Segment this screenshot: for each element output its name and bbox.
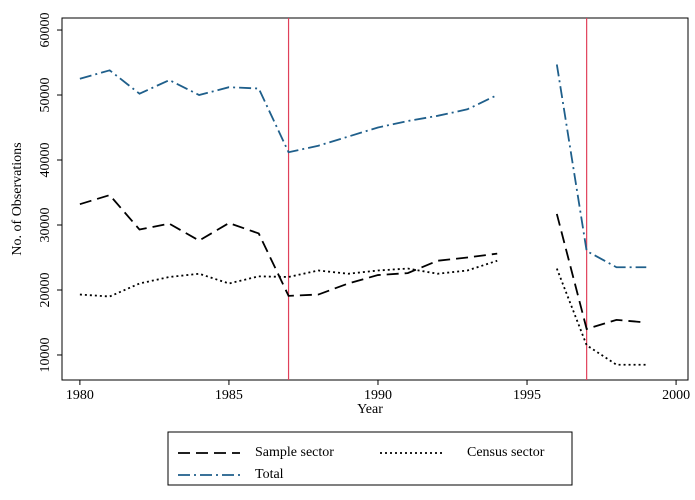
x-tick-label: 1985 <box>215 388 243 403</box>
y-tick-label: 10000 <box>38 337 53 372</box>
y-tick-label: 50000 <box>38 78 53 113</box>
y-axis-title: No. of Observations <box>10 142 25 255</box>
legend-label: Census sector <box>467 445 545 460</box>
y-tick-label: 60000 <box>38 13 53 48</box>
y-tick-label: 20000 <box>38 272 53 307</box>
series-line <box>79 259 647 366</box>
series-line <box>79 194 647 331</box>
x-tick-label: 1995 <box>513 388 541 403</box>
legend-box <box>167 431 573 486</box>
y-tick-label: 30000 <box>38 207 53 242</box>
x-axis-title: Year <box>357 402 383 417</box>
x-tick-label: 2000 <box>662 388 690 403</box>
plot-frame <box>61 17 689 381</box>
y-tick-label: 40000 <box>38 143 53 178</box>
legend-label: Sample sector <box>255 445 334 460</box>
x-tick-label: 1990 <box>364 388 392 403</box>
x-tick-label: 1980 <box>66 388 94 403</box>
series-line <box>79 64 647 269</box>
legend-label: Total <box>255 467 284 482</box>
